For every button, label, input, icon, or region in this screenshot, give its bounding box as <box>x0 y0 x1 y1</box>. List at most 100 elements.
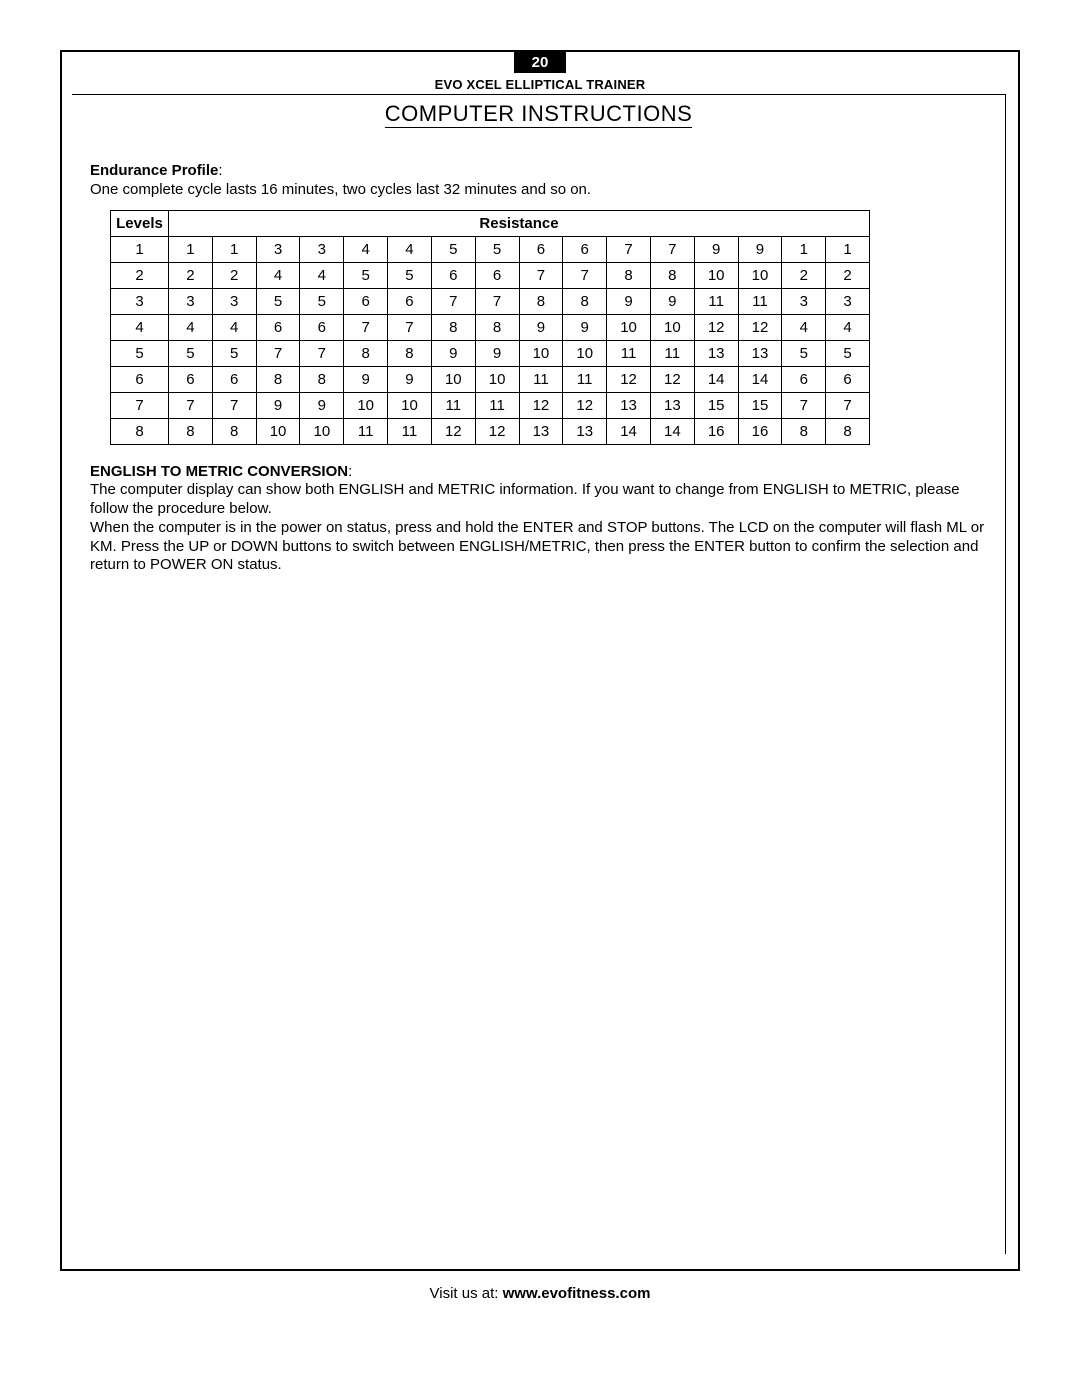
data-cell: 2 <box>212 262 256 288</box>
data-cell: 8 <box>563 288 607 314</box>
data-cell: 11 <box>431 392 475 418</box>
data-cell: 8 <box>650 262 694 288</box>
data-cell: 5 <box>300 288 344 314</box>
data-cell: 7 <box>256 340 300 366</box>
footer: Visit us at: www.evofitness.com <box>60 1285 1020 1302</box>
conversion-heading: ENGLISH TO METRIC CONVERSION <box>90 463 348 480</box>
data-cell: 14 <box>694 366 738 392</box>
data-cell: 5 <box>475 236 519 262</box>
data-cell: 11 <box>738 288 782 314</box>
data-cell: 3 <box>212 288 256 314</box>
data-cell: 10 <box>694 262 738 288</box>
data-cell: 5 <box>826 340 870 366</box>
data-cell: 10 <box>607 314 651 340</box>
level-cell: 1 <box>111 236 169 262</box>
data-cell: 12 <box>563 392 607 418</box>
level-cell: 5 <box>111 340 169 366</box>
footer-prefix: Visit us at: <box>430 1285 503 1302</box>
brand-line: EVO XCEL ELLIPTICAL TRAINER <box>62 77 1018 92</box>
table-row: 6668899101011111212141466 <box>111 366 870 392</box>
page-root: 20 EVO XCEL ELLIPTICAL TRAINER COMPUTER … <box>0 0 1080 1332</box>
data-cell: 4 <box>826 314 870 340</box>
data-cell: 1 <box>169 236 213 262</box>
data-cell: 9 <box>431 340 475 366</box>
data-cell: 12 <box>607 366 651 392</box>
data-cell: 9 <box>475 340 519 366</box>
data-cell: 6 <box>782 366 826 392</box>
data-cell: 4 <box>256 262 300 288</box>
data-cell: 8 <box>388 340 432 366</box>
data-cell: 9 <box>738 236 782 262</box>
data-cell: 1 <box>212 236 256 262</box>
data-cell: 10 <box>738 262 782 288</box>
conversion-p2: When the computer is in the power on sta… <box>90 519 984 574</box>
data-cell: 7 <box>782 392 826 418</box>
data-cell: 10 <box>300 418 344 444</box>
data-cell: 4 <box>212 314 256 340</box>
content-frame: COMPUTER INSTRUCTIONS Endurance Profile:… <box>72 94 1006 1254</box>
data-cell: 6 <box>826 366 870 392</box>
table-row: 2224455667788101022 <box>111 262 870 288</box>
data-cell: 7 <box>431 288 475 314</box>
table-row: 3335566778899111133 <box>111 288 870 314</box>
data-cell: 9 <box>607 288 651 314</box>
profile-heading: Endurance Profile <box>90 162 218 179</box>
data-cell: 3 <box>826 288 870 314</box>
header-levels: Levels <box>111 210 169 236</box>
table-row: 88810101111121213131414161688 <box>111 418 870 444</box>
data-cell: 9 <box>300 392 344 418</box>
data-cell: 5 <box>169 340 213 366</box>
data-cell: 8 <box>212 418 256 444</box>
data-cell: 8 <box>475 314 519 340</box>
data-cell: 8 <box>431 314 475 340</box>
data-cell: 16 <box>694 418 738 444</box>
data-cell: 13 <box>738 340 782 366</box>
data-cell: 7 <box>650 236 694 262</box>
data-cell: 7 <box>212 392 256 418</box>
data-cell: 6 <box>256 314 300 340</box>
data-cell: 7 <box>300 340 344 366</box>
data-cell: 8 <box>169 418 213 444</box>
data-cell: 16 <box>738 418 782 444</box>
data-cell: 13 <box>694 340 738 366</box>
data-cell: 2 <box>782 262 826 288</box>
level-cell: 8 <box>111 418 169 444</box>
level-cell: 3 <box>111 288 169 314</box>
data-cell: 6 <box>388 288 432 314</box>
data-cell: 3 <box>300 236 344 262</box>
data-cell: 6 <box>169 366 213 392</box>
data-cell: 4 <box>782 314 826 340</box>
data-cell: 7 <box>344 314 388 340</box>
data-cell: 6 <box>212 366 256 392</box>
section-title: COMPUTER INSTRUCTIONS <box>385 101 693 128</box>
data-cell: 10 <box>388 392 432 418</box>
data-cell: 11 <box>388 418 432 444</box>
data-cell: 4 <box>344 236 388 262</box>
table-row: 11133445566779911 <box>111 236 870 262</box>
data-cell: 7 <box>475 288 519 314</box>
data-cell: 2 <box>826 262 870 288</box>
data-cell: 10 <box>431 366 475 392</box>
data-cell: 8 <box>344 340 388 366</box>
level-cell: 6 <box>111 366 169 392</box>
data-cell: 13 <box>519 418 563 444</box>
table-row: 777991010111112121313151577 <box>111 392 870 418</box>
data-cell: 1 <box>782 236 826 262</box>
page-number: 20 <box>514 52 567 73</box>
data-cell: 9 <box>563 314 607 340</box>
data-cell: 5 <box>431 236 475 262</box>
data-cell: 3 <box>169 288 213 314</box>
data-cell: 13 <box>607 392 651 418</box>
table-body: 1113344556677991122244556677881010223335… <box>111 236 870 444</box>
table-row: 444667788991010121244 <box>111 314 870 340</box>
data-cell: 9 <box>256 392 300 418</box>
colon: : <box>218 162 222 179</box>
data-cell: 12 <box>738 314 782 340</box>
data-cell: 14 <box>650 418 694 444</box>
conversion-p1: The computer display can show both ENGLI… <box>90 481 960 517</box>
data-cell: 11 <box>519 366 563 392</box>
data-cell: 11 <box>694 288 738 314</box>
data-cell: 13 <box>650 392 694 418</box>
data-cell: 11 <box>650 340 694 366</box>
profile-description: One complete cycle lasts 16 minutes, two… <box>90 181 591 198</box>
